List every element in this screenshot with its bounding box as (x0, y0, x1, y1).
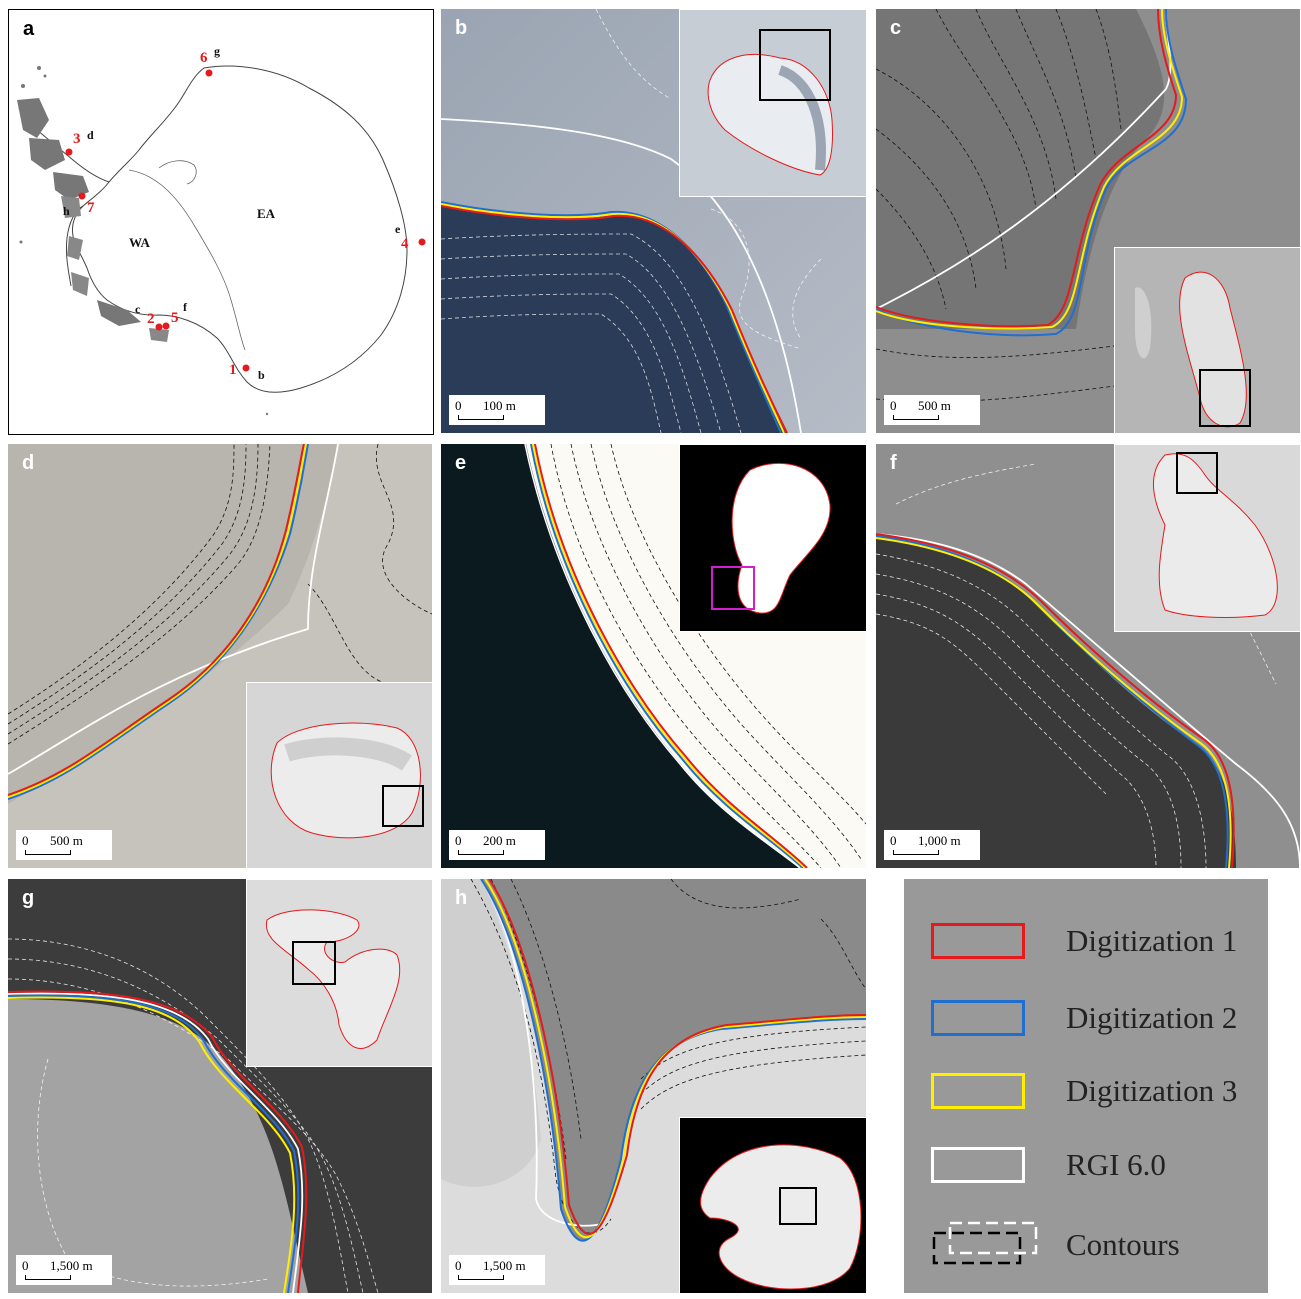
scale-distance: 500 m (50, 833, 83, 848)
panel-label: f (890, 452, 897, 474)
site-number-3: 3 (73, 131, 81, 147)
scale-bar: 0 1,000 m (884, 830, 980, 860)
panel-label: b (455, 17, 468, 39)
panel-g: g 0 1,500 m (8, 879, 432, 1293)
scale-zero: 0 (455, 398, 462, 413)
scale-zero: 0 (22, 833, 29, 848)
panel-f-inset-image (1115, 445, 1300, 631)
legend-panel: Digitization 1 Digitization 2 Digitizati… (904, 879, 1268, 1293)
panel-b-inset (679, 9, 866, 197)
site-number-7: 7 (87, 200, 95, 216)
site-number-5: 5 (171, 310, 179, 326)
site-number-1: 1 (229, 362, 237, 378)
scale-distance: 500 m (918, 398, 951, 413)
panel-b: b 0 100 m (441, 9, 866, 433)
scale-bar: 0 100 m (449, 395, 545, 425)
site-number-2: 2 (147, 311, 155, 327)
scale-bar: 0 500 m (16, 830, 112, 860)
antarctica-outline (17, 65, 426, 416)
panel-label: e (455, 452, 467, 474)
region-west-antarctica: WA (129, 235, 150, 250)
panel-label: h (455, 887, 468, 909)
panel-f-image (876, 444, 1300, 868)
panel-h-inset-image (680, 1118, 866, 1293)
scale-bar: 0 1,500 m (16, 1255, 112, 1285)
legend-item-rgi: RGI 6.0 (928, 1145, 1258, 1189)
panel-g-inset (246, 879, 432, 1067)
site-letter-g: g (214, 44, 220, 58)
scale-zero: 0 (22, 1258, 29, 1273)
panel-d: d 0 500 m (8, 444, 432, 868)
legend-label: Contours (1066, 1227, 1180, 1262)
scale-distance: 200 m (483, 833, 516, 848)
scale-distance: 1,000 m (918, 833, 961, 848)
panel-c: c 0 500 m (876, 9, 1300, 433)
scale-zero: 0 (890, 398, 897, 413)
panel-e-inset (679, 444, 866, 632)
panel-h: h 0 1,500 m (441, 879, 866, 1293)
legend-item-contours: Contours (928, 1221, 1258, 1269)
site-number-6: 6 (200, 50, 208, 66)
panel-d-inset (246, 682, 432, 868)
panel-label: c (890, 17, 902, 39)
scale-zero: 0 (455, 1258, 462, 1273)
region-east-antarctica: EA (257, 206, 276, 221)
panel-e: e 0 200 m (441, 444, 866, 868)
scale-zero: 0 (890, 833, 897, 848)
panel-d-inset-image (247, 683, 432, 868)
legend-item-digitization-1: Digitization 1 (928, 921, 1258, 965)
scale-zero: 0 (455, 833, 462, 848)
panel-g-inset-image (247, 880, 432, 1066)
panel-f: f 0 1,000 m (876, 444, 1300, 868)
site-letter-b: b (258, 368, 265, 382)
scale-distance: 1,500 m (50, 1258, 93, 1273)
scale-distance: 1,500 m (483, 1258, 526, 1273)
panel-h-inset (679, 1117, 866, 1293)
panel-f-inset (1114, 444, 1300, 632)
legend-item-digitization-2: Digitization 2 (928, 998, 1258, 1042)
site-letter-e: e (395, 222, 401, 236)
panel-label: a (23, 18, 35, 40)
scale-bar: 0 1,500 m (449, 1255, 545, 1285)
scale-distance: 100 m (483, 398, 516, 413)
panel-e-inset-image (680, 445, 866, 631)
panel-c-inset (1114, 247, 1300, 433)
scale-bar: 0 500 m (884, 395, 980, 425)
legend-swatch-contours (932, 1221, 1038, 1265)
panel-label: d (22, 452, 35, 474)
legend-swatch-digitization-2 (931, 1000, 1025, 1036)
legend-item-digitization-3: Digitization 3 (928, 1071, 1258, 1115)
panel-label: g (22, 887, 35, 909)
site-letter-f: f (183, 300, 187, 314)
legend-label: Digitization 1 (1066, 923, 1238, 958)
site-number-4: 4 (401, 236, 409, 252)
panel-b-inset-image (680, 10, 866, 196)
site-letter-c: c (135, 302, 141, 316)
site-letter-d: d (87, 128, 94, 142)
panel-c-inset-image (1115, 248, 1300, 433)
legend-label: RGI 6.0 (1066, 1147, 1166, 1182)
legend-swatch-digitization-3 (931, 1073, 1025, 1109)
panel-a-overview-map: a WA EA 1 b 2 c 3 d 4 e 5 f 6 g 7 h (8, 9, 434, 435)
site-letter-h: h (63, 204, 70, 218)
legend-label: Digitization 2 (1066, 1000, 1238, 1035)
legend-swatch-digitization-1 (931, 923, 1025, 959)
legend-label: Digitization 3 (1066, 1073, 1238, 1108)
scale-bar: 0 200 m (449, 830, 545, 860)
legend-swatch-rgi (931, 1147, 1025, 1183)
